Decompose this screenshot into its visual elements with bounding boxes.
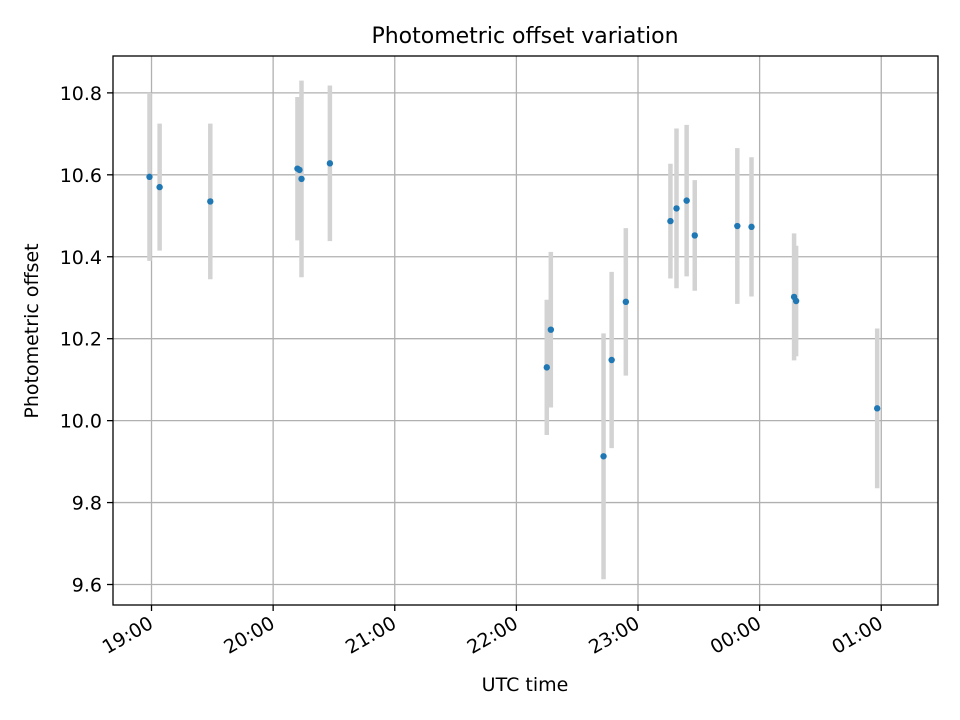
x-axis-label: UTC time [482, 674, 569, 696]
x-tick-label: 19:00 [99, 612, 157, 658]
data-point [146, 173, 153, 181]
x-tick-label: 22:00 [463, 612, 521, 658]
data-point [326, 160, 334, 167]
y-tick-label: 10.6 [60, 165, 102, 187]
data-points [146, 160, 881, 460]
y-axis: 9.6 9.8 10.0 10.2 10.4 10.6 10.8 [60, 83, 113, 597]
data-point [207, 198, 214, 205]
data-point [156, 183, 163, 191]
data-point [298, 175, 305, 183]
y-tick-label: 10.2 [60, 329, 102, 351]
data-point [748, 223, 755, 231]
y-tick-label: 10.8 [60, 83, 102, 105]
data-point [622, 298, 630, 306]
data-point [873, 405, 881, 412]
data-point [734, 222, 741, 230]
error-bars [147, 80, 880, 580]
x-tick-label: 23:00 [585, 612, 643, 658]
y-tick-label: 9.8 [72, 493, 102, 515]
y-tick-label: 9.6 [72, 575, 102, 597]
chart-title: Photometric offset variation [371, 24, 678, 49]
x-tick-label: 21:00 [342, 612, 400, 658]
y-tick-label: 10.0 [60, 411, 102, 433]
y-tick-label: 10.4 [60, 247, 102, 269]
data-point [608, 356, 615, 364]
data-point [600, 453, 607, 460]
x-tick-label: 20:00 [220, 612, 278, 658]
data-point [547, 326, 555, 333]
data-point [667, 217, 674, 225]
x-tick-label: 01:00 [828, 612, 886, 658]
plot-frame [112, 55, 939, 606]
x-tick-label: 00:00 [707, 612, 765, 658]
data-point [792, 297, 800, 305]
grid [113, 56, 938, 605]
data-point [691, 232, 698, 239]
data-point [296, 166, 303, 174]
x-axis: 19:00 20:00 21:00 22:00 23:00 00:00 01:00 [99, 605, 887, 659]
data-point [683, 197, 690, 204]
data-point [673, 205, 680, 212]
y-axis-label: Photometric offset [21, 243, 43, 418]
data-point [543, 364, 550, 371]
